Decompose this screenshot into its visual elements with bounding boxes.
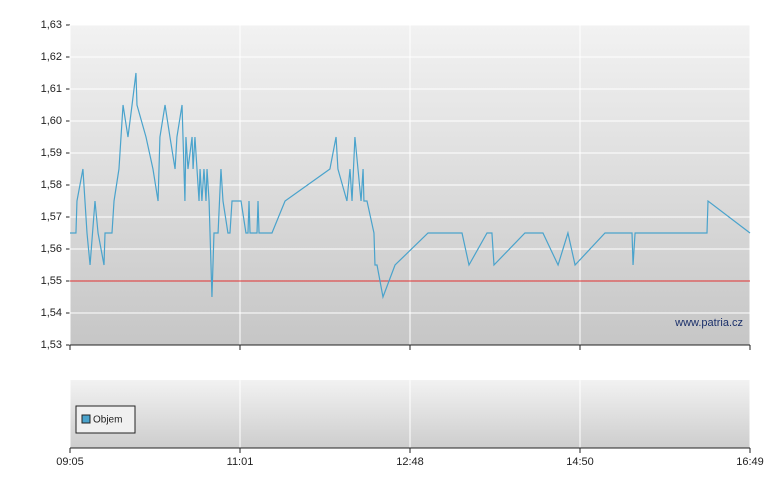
y-tick-label: 1,53	[41, 339, 62, 351]
y-tick-label: 1,61	[41, 83, 62, 95]
legend-label: Objem	[93, 415, 122, 426]
x-tick-label: 12:48	[396, 456, 424, 468]
x-tick-label: 14:50	[566, 456, 594, 468]
y-tick-label: 1,59	[41, 147, 62, 159]
watermark: www.patria.cz	[674, 317, 743, 329]
y-tick-label: 1,56	[41, 243, 62, 255]
y-tick-label: 1,63	[41, 19, 62, 31]
x-tick-label: 16:49	[736, 456, 764, 468]
price-line	[70, 72, 751, 300]
x-tick-label: 09:05	[56, 456, 84, 468]
legend-swatch	[81, 414, 91, 424]
y-tick-label: 1,55	[41, 275, 62, 287]
y-tick-label: 1,57	[41, 211, 62, 223]
y-tick-label: 1,54	[41, 307, 62, 319]
y-tick-label: 1,58	[41, 179, 62, 191]
y-tick-label: 1,60	[41, 115, 62, 127]
y-tick-label: 1,62	[41, 51, 62, 63]
x-tick-label: 11:01	[227, 456, 254, 468]
